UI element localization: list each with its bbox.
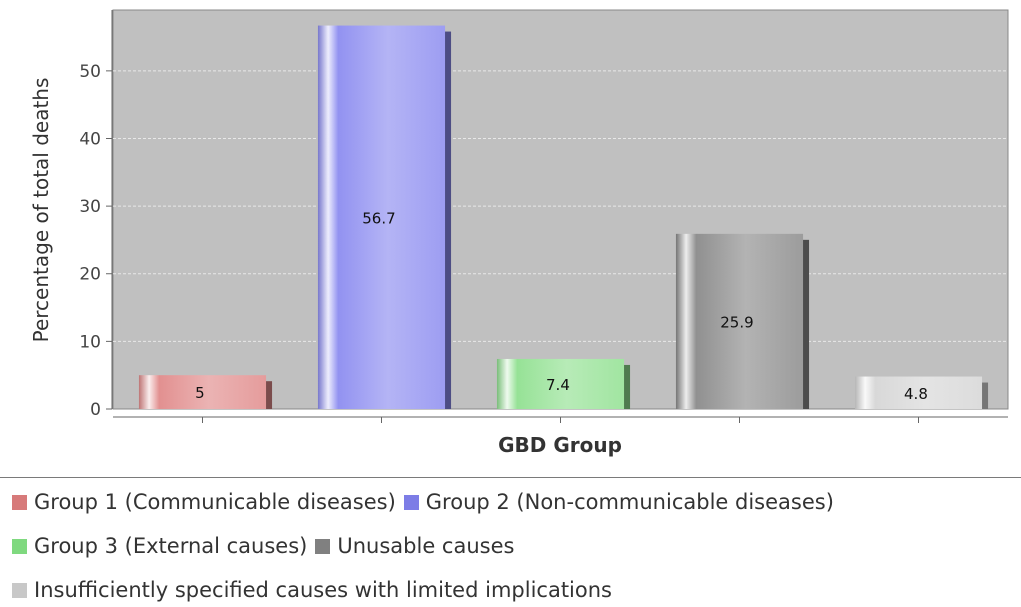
y-tick-label: 40 [79, 129, 101, 149]
legend: Group 1 (Communicable diseases) Group 2 … [0, 477, 1021, 607]
bar-group: 25.9 [675, 233, 810, 409]
legend-item-group-2: Group 2 (Non-communicable diseases) [403, 490, 834, 514]
bars: 5 56.7 7.4 25.9 4.8 [138, 25, 989, 410]
y-axis: 0 10 20 30 40 50 [79, 10, 113, 420]
legend-row-2: Group 3 (External causes) Unusable cause… [12, 534, 522, 558]
bar [317, 25, 446, 410]
x-axis-title: GBD Group [498, 433, 622, 457]
legend-swatch [12, 538, 27, 554]
legend-label: Insufficiently specified causes with lim… [34, 578, 612, 602]
bar-value-label: 56.7 [362, 209, 395, 227]
y-axis-title: Percentage of total deaths [29, 78, 53, 343]
bar [138, 375, 267, 409]
legend-item-group-3: Group 3 (External causes) [12, 534, 307, 558]
bar [854, 376, 983, 409]
bar-value-label: 4.8 [904, 385, 928, 403]
bar-value-label: 25.9 [720, 313, 753, 331]
bar-group: 5 [138, 375, 273, 409]
x-axis [113, 416, 1008, 423]
bar [496, 358, 625, 409]
bar-value-label: 7.4 [546, 376, 570, 394]
bar-chart: 0 10 20 30 40 50 5 56.7 7.4 25.9 4.8 Percentage o… [29, 9, 1009, 457]
y-tick-label: 20 [79, 265, 101, 285]
legend-row-1: Group 1 (Communicable diseases) Group 2 … [12, 490, 842, 514]
legend-label: Group 2 (Non-communicable diseases) [425, 490, 834, 514]
bar-group: 7.4 [496, 358, 631, 409]
gridlines [113, 70, 1008, 342]
legend-swatch [12, 494, 27, 510]
legend-item-unusable: Unusable causes [315, 534, 514, 558]
legend-swatch [403, 494, 419, 510]
bar-group: 56.7 [317, 25, 452, 410]
bar-value-label: 5 [195, 384, 205, 402]
legend-row-3: Insufficiently specified causes with lim… [12, 578, 620, 602]
bar [675, 233, 804, 409]
y-tick-label: 50 [79, 62, 101, 82]
bar-group: 4.8 [854, 376, 989, 409]
y-tick-label: 30 [79, 197, 101, 217]
legend-item-insufficient: Insufficiently specified causes with lim… [12, 578, 612, 602]
legend-label: Unusable causes [337, 534, 515, 558]
legend-item-group-1: Group 1 (Communicable diseases) [12, 490, 396, 514]
legend-swatch [315, 538, 331, 554]
legend-label: Group 1 (Communicable diseases) [34, 490, 396, 514]
y-tick-label: 10 [79, 332, 101, 352]
legend-swatch [12, 582, 27, 598]
y-tick-label: 0 [90, 400, 101, 420]
legend-label: Group 3 (External causes) [34, 534, 308, 558]
plot-area [112, 9, 1009, 410]
